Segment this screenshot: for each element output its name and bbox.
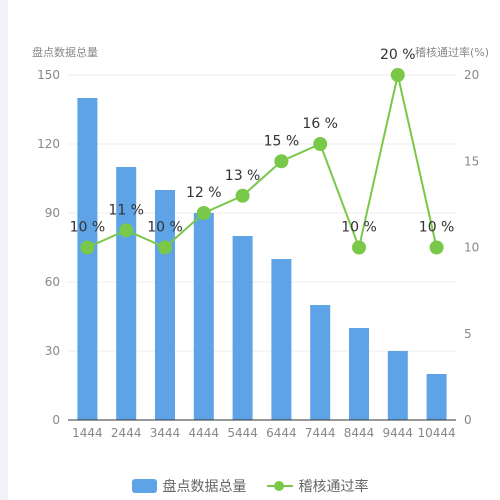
line-data-label: 10 %: [419, 220, 455, 236]
y-left-tick-label: 120: [37, 137, 60, 151]
line-data-label: 13 %: [225, 168, 261, 184]
bar: [271, 259, 292, 420]
legend-line-swatch: [266, 479, 293, 493]
bar: [426, 374, 447, 420]
line-point: [390, 68, 405, 82]
pass-rate-line: [86, 74, 438, 251]
x-tick-label: 10444: [418, 426, 456, 440]
legend-line-label: 稽核通过率: [298, 479, 369, 495]
line-point: [196, 206, 211, 220]
y-left-tick-label: 60: [45, 275, 60, 289]
legend: 盘点数据总量 稽核通过率: [0, 474, 500, 498]
x-tick-label: 2444: [111, 426, 142, 440]
y-right-tick-label: 20: [464, 68, 479, 82]
x-tick-label: 9444: [383, 426, 414, 440]
line-point: [235, 188, 250, 203]
line-point: [313, 137, 328, 151]
y-right-tick-labels: 0 5 10 15 20: [464, 68, 479, 427]
y-right-axis-title: 稽核通过率(%): [415, 45, 489, 59]
y-right-tick-label: 5: [464, 327, 472, 341]
bar: [349, 328, 369, 420]
bar: [193, 213, 214, 420]
line-data-label: 15 %: [264, 133, 300, 149]
line-point: [274, 154, 289, 169]
bar: [232, 236, 253, 420]
x-tick-label: 8444: [344, 426, 375, 440]
legend-bar-label: 盘点数据总量: [162, 479, 247, 495]
y-left-tick-label: 0: [52, 413, 60, 427]
y-left-tick-labels: 0 30 60 90 120 150: [37, 68, 60, 427]
line-point: [352, 240, 366, 255]
line-point: [80, 240, 95, 255]
line-data-label: 10 %: [70, 220, 106, 236]
legend-item-line[interactable]: 稽核通过率: [266, 476, 369, 496]
x-tick-label: 6444: [266, 426, 297, 440]
line-data-label: 10 %: [341, 220, 377, 236]
y-right-tick-label: 15: [464, 154, 479, 168]
y-left-axis-title: 盘点数据总量: [32, 45, 98, 59]
legend-item-bar[interactable]: 盘点数据总量: [131, 476, 247, 496]
line-point: [158, 240, 172, 255]
x-tick-labels: 1444 2444 3444 4444 5444 6444 7444 8444 9444 1044…: [72, 426, 456, 440]
y-left-tick-label: 150: [37, 68, 60, 82]
line-data-label: 11 %: [108, 202, 144, 218]
line-data-label: 10 %: [147, 220, 183, 236]
y-left-tick-label: 30: [45, 344, 60, 358]
line-point: [119, 223, 134, 238]
line-data-label: 20 %: [380, 47, 416, 63]
bar: [387, 351, 408, 420]
x-tick-label: 1444: [72, 426, 103, 440]
x-tick-label: 7444: [305, 426, 336, 440]
line-data-label: 12 %: [186, 185, 222, 201]
y-right-tick-label: 10: [464, 241, 479, 255]
left-page-rail: [0, 0, 8, 500]
y-left-tick-label: 90: [45, 206, 60, 220]
bar-series: [77, 98, 447, 420]
bar: [310, 305, 331, 420]
bar: [77, 98, 98, 420]
line-data-label: 16 %: [302, 116, 338, 132]
x-tick-label: 3444: [150, 426, 181, 440]
y-right-tick-label: 0: [464, 413, 472, 427]
line-points: [80, 68, 444, 255]
x-tick-label: 4444: [189, 426, 220, 440]
line-point: [429, 240, 444, 255]
legend-bar-swatch: [131, 479, 157, 493]
x-tick-label: 5444: [227, 426, 258, 440]
line-data-labels: 10 %11 %10 %12 %13 %15 %16 %10 %20 %10 %: [70, 47, 455, 236]
